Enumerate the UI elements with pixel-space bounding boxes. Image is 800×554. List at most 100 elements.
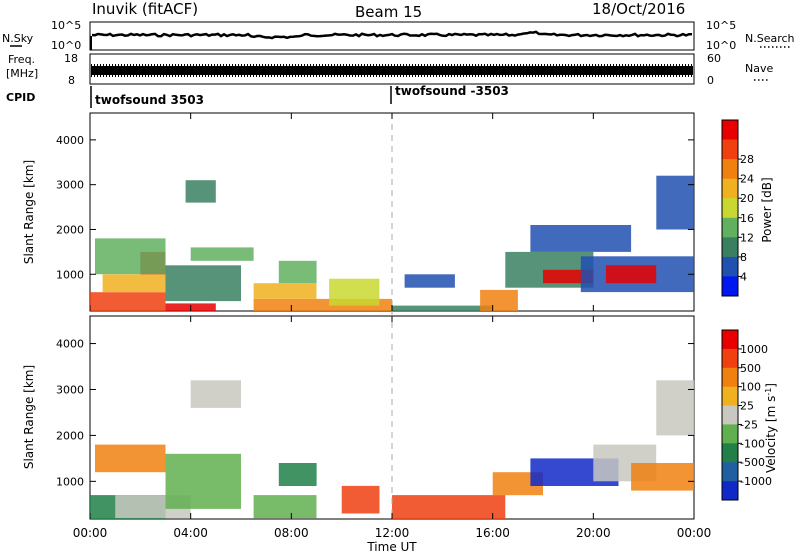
velocity-colorbar-swatch (722, 348, 738, 369)
date-title: 18/Oct/2016 (592, 0, 685, 18)
cpid-segment-1: twofsound 3503 (95, 93, 204, 107)
power-colorbar-swatch (722, 178, 738, 199)
power-y-tick-label: 3000 (56, 179, 84, 192)
x-tick-label: 12:00 (375, 526, 410, 540)
power-colorbar-swatch (722, 159, 738, 179)
power-gate (253, 283, 317, 299)
velocity-y-tick-label: 2000 (56, 429, 84, 442)
nsky-tick-top: 10^5 (51, 19, 81, 32)
nsearch-label: N.Search (745, 32, 795, 45)
power-y-tick-label: 4000 (56, 134, 84, 147)
velocity-colorbar-swatch (722, 367, 738, 387)
power-gate (185, 180, 216, 203)
power-gate (404, 274, 455, 288)
nsky-tick-bottom: 10^0 (51, 39, 81, 52)
power-gate (102, 274, 166, 293)
power-y-ticks: 1000 2000 3000 4000 (56, 134, 694, 281)
velocity-colorbar-swatch (722, 386, 738, 406)
velocity-colorbar-tick-label: 100 (740, 381, 761, 394)
power-gate (392, 305, 493, 311)
velocity-colorbar: 1000 500 100 25 -25 -100 -500 -1000 (721, 329, 772, 501)
power-colorbar-swatch (722, 276, 738, 297)
velocity-gate (165, 453, 241, 509)
velocity-y-tick-label: 3000 (56, 383, 84, 396)
velocity-colorbar-swatch (722, 462, 738, 482)
power-gate (165, 265, 241, 302)
velocity-gate (190, 380, 241, 408)
power-colorbar-swatch (722, 120, 738, 140)
freq-unit-label: [MHz] (6, 67, 38, 80)
velocity-colorbar-tick-label: -100 (740, 437, 765, 450)
power-gate (95, 238, 166, 275)
beam-title: Beam 15 (355, 3, 422, 21)
x-tick-label: 00:00 (73, 526, 108, 540)
velocity-colorbar-tick-label: 25 (740, 400, 754, 413)
x-tick-label: 00:00 (677, 526, 712, 540)
freq-tick-bottom: 8 (68, 74, 75, 87)
nsearch-tick-bottom: 10^0 (706, 39, 736, 52)
nave-label: Nave (745, 62, 773, 75)
power-gate (656, 175, 695, 230)
power-gate (480, 289, 518, 311)
x-tick-label: 20:00 (576, 526, 611, 540)
power-colorbar-tick-label: 4 (740, 270, 747, 283)
velocity-gates (90, 380, 695, 519)
power-colorbar-swatch (722, 237, 738, 258)
velocity-colorbar-swatch (722, 405, 738, 425)
power-colorbar-swatch (722, 198, 738, 219)
power-colorbar-tick-label: 8 (740, 251, 747, 264)
cpid-segment-2: twofsound -3503 (395, 84, 509, 98)
velocity-gate (253, 495, 317, 519)
power-gate (90, 292, 166, 311)
power-colorbar-swatch (722, 139, 738, 160)
freq-tick-top: 18 (64, 52, 78, 65)
power-gate (530, 225, 632, 252)
velocity-colorbar-swatch (722, 330, 738, 350)
velocity-colorbar-tick-label: -1000 (740, 475, 772, 488)
power-gate (543, 269, 594, 284)
velocity-gate (656, 380, 695, 436)
power-gate (278, 260, 317, 284)
power-gate (605, 265, 657, 284)
power-colorbar-swatch (722, 217, 738, 238)
velocity-y-tick-label: 1000 (56, 475, 84, 488)
power-ylabel: Slant Range [km] (22, 160, 36, 264)
power-colorbar-label: Power [dB] (760, 177, 774, 242)
power-colorbar-tick-label: 24 (740, 173, 754, 186)
velocity-colorbar-tick-label: -25 (740, 418, 758, 431)
nsky-trace (91, 30, 693, 40)
power-colorbar-frame (721, 119, 739, 297)
velocity-y-ticks: 1000 2000 3000 4000 (56, 338, 694, 488)
x-tick-label: 16:00 (475, 526, 510, 540)
cpid-label: CPID (6, 91, 35, 104)
power-gates (90, 175, 695, 311)
velocity-colorbar-frame (721, 329, 739, 501)
nsearch-tick-top: 10^5 (706, 19, 736, 32)
nsky-label: N.Sky (2, 32, 34, 45)
velocity-gate (341, 485, 380, 514)
velocity-gate (278, 463, 317, 486)
x-axis-ticks: 00:00 04:00 08:00 12:00 16:00 20:00 00:00 (73, 113, 712, 540)
velocity-ylabel: Slant Range [km] (22, 365, 36, 469)
power-gate (190, 247, 254, 261)
power-colorbar: 4 8 12 16 20 24 28 (721, 119, 754, 297)
freq-band (91, 66, 693, 75)
power-colorbar-tick-label: 28 (740, 153, 754, 166)
velocity-colorbar-tick-label: 500 (740, 362, 761, 375)
velocity-y-tick-label: 4000 (56, 338, 84, 351)
velocity-colorbar-label: Velocity [m s-1] (764, 383, 779, 473)
power-gate (329, 278, 380, 306)
velocity-colorbar-swatch (722, 481, 738, 501)
power-colorbar-tick-label: 16 (740, 212, 754, 225)
freq-label: Freq. (8, 53, 35, 66)
x-tick-label: 04:00 (173, 526, 208, 540)
velocity-gate (631, 463, 694, 491)
velocity-gate (95, 444, 166, 473)
power-colorbar-swatch (722, 256, 738, 277)
velocity-colorbar-swatch (722, 424, 738, 444)
nave-tick-top: 60 (707, 52, 721, 65)
power-y-tick-label: 2000 (56, 223, 84, 236)
x-axis-label: Time UT (366, 540, 417, 554)
velocity-gate (392, 495, 506, 519)
